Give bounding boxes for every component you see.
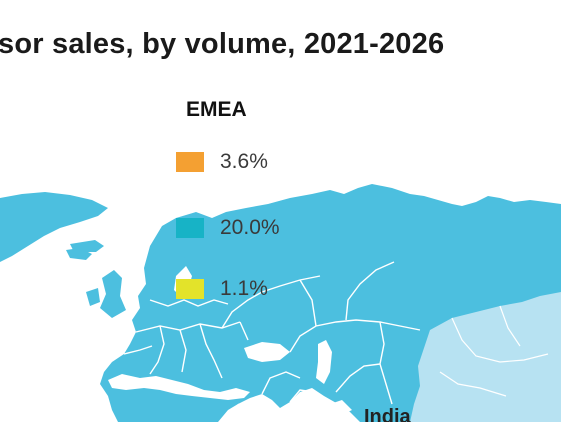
- country-borders: [123, 261, 421, 422]
- greenland-shape: [0, 192, 108, 262]
- legend-item-2: 20.0%: [176, 216, 280, 240]
- legend-item-3: 1.1%: [176, 277, 268, 301]
- legend-label-1: 3.6%: [220, 150, 268, 173]
- caspian-sea: [316, 340, 332, 384]
- legend-swatch-orange: [176, 152, 204, 172]
- uk-shape: [100, 270, 126, 318]
- legend-swatch-yellow: [176, 279, 204, 299]
- ireland-shape: [86, 288, 100, 306]
- east-asia-borders: [439, 305, 549, 397]
- legend-title: EMEA: [186, 98, 247, 121]
- legend-item-1: 3.6%: [176, 150, 268, 174]
- persian-gulf: [330, 400, 352, 414]
- east-asia-shape: [410, 292, 561, 422]
- mediterranean-sea: [108, 374, 250, 400]
- legend-label-2: 20.0%: [220, 216, 280, 239]
- scandinavia-shape: [150, 236, 188, 296]
- legend-swatch-teal: [176, 218, 204, 238]
- black-sea: [244, 342, 290, 362]
- map-label-india: India: [364, 406, 411, 422]
- iceland-shape: [70, 240, 104, 252]
- chart-title: sor sales, by volume, 2021-2026: [0, 28, 445, 60]
- legend-label-3: 1.1%: [220, 277, 268, 300]
